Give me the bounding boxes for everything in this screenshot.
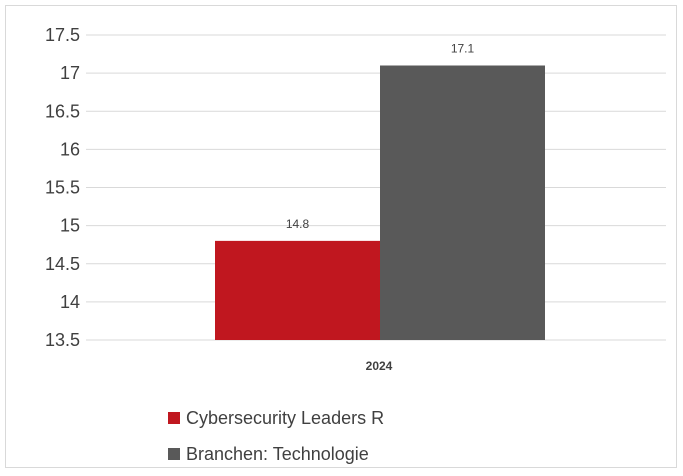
- legend-label: Cybersecurity Leaders R: [186, 407, 385, 428]
- chart-frame: [5, 5, 677, 468]
- bars: [215, 65, 545, 340]
- y-tick-label: 17: [60, 63, 80, 83]
- y-tick-label: 16: [60, 139, 80, 159]
- bar: [215, 240, 380, 340]
- legend-swatch: [168, 412, 180, 424]
- x-tick-label: 2024: [366, 359, 393, 373]
- y-axis-ticks: 13.5 14 14.5 15 15.5 16 16.5 17 17.5: [45, 25, 80, 350]
- data-labels: 14.8 17.1: [286, 42, 475, 231]
- bar: [380, 65, 545, 340]
- y-tick-label: 14: [60, 292, 80, 312]
- legend-label: Branchen: Technologie: [186, 443, 369, 464]
- y-tick-label: 14.5: [45, 254, 80, 274]
- y-tick-label: 17.5: [45, 25, 80, 45]
- gridlines: [86, 34, 666, 341]
- y-tick-label: 15.5: [45, 178, 80, 198]
- y-tick-label: 13.5: [45, 330, 80, 350]
- legend: Cybersecurity Leaders R Branchen: Techno…: [168, 404, 384, 476]
- x-axis: 2024: [366, 359, 393, 373]
- data-label: 17.1: [451, 42, 475, 56]
- data-label: 14.8: [286, 217, 310, 231]
- legend-item-cybersecurity: Cybersecurity Leaders R: [168, 404, 384, 432]
- y-tick-label: 15: [60, 216, 80, 236]
- legend-item-technologie: Branchen: Technologie: [168, 440, 384, 468]
- legend-swatch: [168, 448, 180, 460]
- y-tick-label: 16.5: [45, 101, 80, 121]
